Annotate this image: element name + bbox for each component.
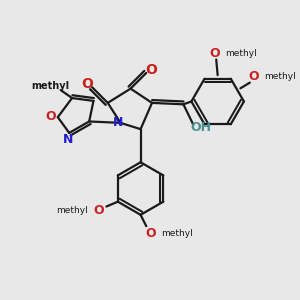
- Text: methyl: methyl: [225, 49, 256, 58]
- Text: methyl: methyl: [161, 229, 193, 238]
- Text: O: O: [145, 227, 156, 240]
- Text: N: N: [113, 116, 124, 129]
- Text: O: O: [93, 204, 104, 217]
- Text: methyl: methyl: [264, 72, 296, 81]
- Text: O: O: [146, 63, 158, 77]
- Text: O: O: [45, 110, 56, 123]
- Text: O: O: [249, 70, 260, 83]
- Text: methyl: methyl: [32, 81, 70, 91]
- Text: O: O: [81, 77, 93, 91]
- Text: N: N: [63, 133, 73, 146]
- Text: O: O: [209, 47, 220, 60]
- Text: OH: OH: [190, 121, 211, 134]
- Text: methyl: methyl: [56, 206, 88, 215]
